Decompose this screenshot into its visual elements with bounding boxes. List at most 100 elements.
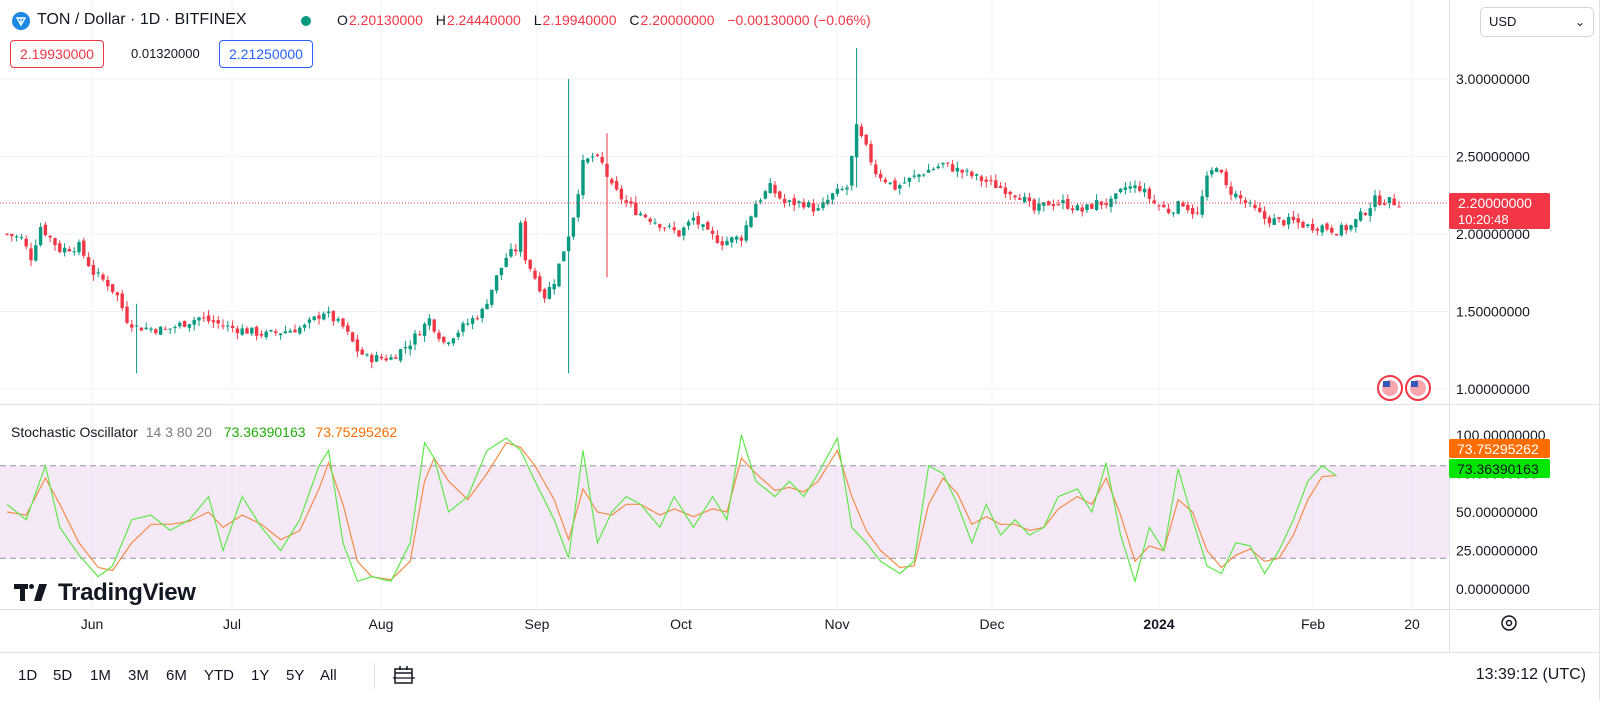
candle-body[interactable] bbox=[1387, 197, 1392, 204]
candle-body[interactable] bbox=[888, 182, 892, 184]
candle-body[interactable] bbox=[101, 274, 105, 280]
candle-body[interactable] bbox=[389, 357, 393, 360]
candle-body[interactable] bbox=[14, 236, 19, 238]
candle-body[interactable] bbox=[912, 175, 916, 177]
candle-body[interactable] bbox=[955, 167, 960, 172]
candle-body[interactable] bbox=[259, 333, 264, 336]
candle-body[interactable] bbox=[456, 332, 460, 337]
candle-body[interactable] bbox=[1027, 197, 1032, 202]
candle-body[interactable] bbox=[293, 329, 297, 333]
candle-body[interactable] bbox=[1104, 203, 1108, 206]
market-open-dot-icon[interactable] bbox=[301, 16, 311, 26]
candle-body[interactable] bbox=[48, 235, 52, 238]
candle-body[interactable] bbox=[1114, 193, 1118, 199]
candle-body[interactable] bbox=[571, 217, 576, 237]
candle-body[interactable] bbox=[672, 227, 676, 231]
candle-body[interactable] bbox=[826, 199, 830, 204]
candle-body[interactable] bbox=[744, 225, 748, 241]
candle-body[interactable] bbox=[1368, 208, 1372, 216]
candle-body[interactable] bbox=[269, 330, 273, 332]
candle-body[interactable] bbox=[989, 180, 993, 182]
candle-body[interactable] bbox=[1147, 188, 1152, 199]
candle-body[interactable] bbox=[830, 193, 835, 200]
candle-body[interactable] bbox=[974, 174, 979, 176]
candle-body[interactable] bbox=[619, 188, 624, 200]
candle-body[interactable] bbox=[835, 188, 840, 194]
candle-body[interactable] bbox=[422, 323, 427, 336]
candle-body[interactable] bbox=[595, 154, 600, 157]
candle-body[interactable] bbox=[691, 217, 696, 221]
candle-body[interactable] bbox=[178, 322, 182, 327]
candle-body[interactable] bbox=[782, 198, 787, 203]
candle-body[interactable] bbox=[1253, 204, 1257, 209]
candle-body[interactable] bbox=[624, 200, 628, 203]
candle-body[interactable] bbox=[1200, 196, 1204, 215]
candle-body[interactable] bbox=[509, 249, 513, 257]
sell-price-button[interactable]: 2.19930000 bbox=[10, 40, 104, 68]
candle-body[interactable] bbox=[528, 259, 532, 269]
candle-body[interactable] bbox=[346, 325, 350, 332]
candle-body[interactable] bbox=[1397, 206, 1401, 208]
candle-body[interactable] bbox=[1075, 205, 1080, 211]
candle-body[interactable] bbox=[461, 323, 465, 332]
candle-body[interactable] bbox=[1325, 223, 1329, 230]
candle-body[interactable] bbox=[1051, 204, 1056, 207]
candle-body[interactable] bbox=[245, 328, 249, 334]
candle-body[interactable] bbox=[355, 339, 360, 352]
candle-body[interactable] bbox=[869, 144, 873, 163]
candle-body[interactable] bbox=[202, 317, 206, 319]
candle-body[interactable] bbox=[173, 327, 177, 329]
candle-body[interactable] bbox=[264, 331, 268, 338]
candle-body[interactable] bbox=[34, 245, 38, 261]
candle-body[interactable] bbox=[979, 176, 984, 182]
candle-body[interactable] bbox=[1277, 217, 1281, 219]
candle-body[interactable] bbox=[77, 242, 81, 253]
candle-body[interactable] bbox=[451, 338, 456, 344]
candle-body[interactable] bbox=[797, 201, 801, 204]
candle-body[interactable] bbox=[686, 221, 691, 226]
candle-body[interactable] bbox=[1344, 225, 1348, 231]
candle-body[interactable] bbox=[715, 235, 720, 243]
candle-body[interactable] bbox=[514, 249, 518, 252]
timeframe-6m-button[interactable]: 6M bbox=[166, 667, 187, 684]
candle-body[interactable] bbox=[845, 187, 849, 190]
candle-body[interactable] bbox=[1118, 188, 1123, 193]
candle-body[interactable] bbox=[883, 179, 888, 183]
candle-body[interactable] bbox=[370, 355, 374, 363]
candle-body[interactable] bbox=[811, 203, 816, 212]
buy-price-button[interactable]: 2.21250000 bbox=[219, 40, 313, 68]
candle-body[interactable] bbox=[38, 227, 43, 246]
candle-body[interactable] bbox=[254, 326, 259, 336]
candle-body[interactable] bbox=[365, 354, 369, 356]
candle-body[interactable] bbox=[725, 240, 729, 246]
candle-body[interactable] bbox=[590, 156, 595, 158]
candle-body[interactable] bbox=[994, 180, 998, 189]
candle-body[interactable] bbox=[710, 230, 715, 234]
candle-body[interactable] bbox=[917, 174, 921, 177]
candle-body[interactable] bbox=[504, 257, 508, 267]
candle-body[interactable] bbox=[792, 198, 796, 206]
candle-body[interactable] bbox=[283, 331, 288, 334]
candle-body[interactable] bbox=[374, 355, 379, 362]
candle-body[interactable] bbox=[936, 166, 940, 169]
candle-body[interactable] bbox=[821, 202, 825, 209]
candle-body[interactable] bbox=[648, 218, 652, 222]
candle-body[interactable] bbox=[206, 315, 211, 322]
candle-body[interactable] bbox=[446, 342, 451, 344]
candle-body[interactable] bbox=[5, 233, 9, 235]
candle-body[interactable] bbox=[1128, 186, 1132, 189]
candle-body[interactable] bbox=[1133, 185, 1137, 189]
candle-body[interactable] bbox=[1382, 203, 1387, 205]
symbol-title[interactable]: TON / Dollar · 1D · BITFINEX bbox=[37, 11, 247, 28]
candle-body[interactable] bbox=[10, 234, 14, 237]
candle-body[interactable] bbox=[221, 325, 225, 327]
candle-body[interactable] bbox=[1037, 203, 1041, 211]
candle-body[interactable] bbox=[566, 236, 571, 252]
candle-body[interactable] bbox=[840, 188, 844, 190]
candle-body[interactable] bbox=[19, 237, 24, 239]
candle-body[interactable] bbox=[158, 326, 163, 335]
timeframe-5d-button[interactable]: 5D bbox=[53, 667, 73, 684]
candle-body[interactable] bbox=[1066, 198, 1070, 209]
candle-body[interactable] bbox=[331, 311, 336, 322]
candle-body[interactable] bbox=[970, 171, 974, 177]
